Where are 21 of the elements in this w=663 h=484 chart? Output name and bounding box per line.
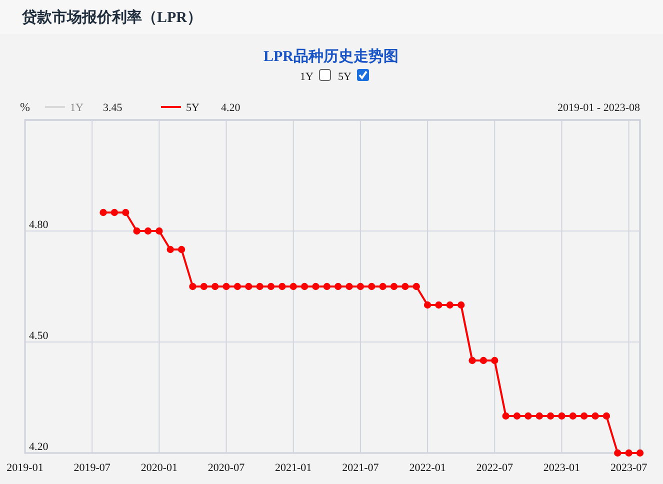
y-axis-title: % <box>20 100 30 114</box>
text: 3.45 <box>103 102 123 114</box>
text: 2019-01 - 2023-08 <box>558 102 640 114</box>
legend-label: 5Y <box>186 102 200 114</box>
x-tick-label: 2021-01 <box>275 462 312 474</box>
x-tick-label: 2022-01 <box>409 462 446 474</box>
legend-label: 1Y <box>70 102 84 114</box>
y-tick-label: 4.80 <box>29 219 49 231</box>
x-tick-label: 2019-01 <box>6 462 44 474</box>
y-tick-label: 4.50 <box>29 330 49 342</box>
x-tick-label: 2021-07 <box>342 462 380 474</box>
x-tick-label: 2022-07 <box>476 462 514 474</box>
x-tick-label: 2023-01 <box>543 462 580 474</box>
chart-title: 贷款市场报价利率（LPR） <box>21 8 202 26</box>
text: 4.20 <box>221 102 241 114</box>
x-tick-label: 2019-07 <box>74 462 111 474</box>
y-tick-label: 4.20 <box>29 441 49 453</box>
x-tick-label: 2023-07 <box>610 462 648 474</box>
x-tick-label: 2020-01 <box>140 462 178 474</box>
x-tick-label: 2020-07 <box>208 462 246 474</box>
chart-subtitle: LPR品种历史走势图 <box>264 48 398 65</box>
